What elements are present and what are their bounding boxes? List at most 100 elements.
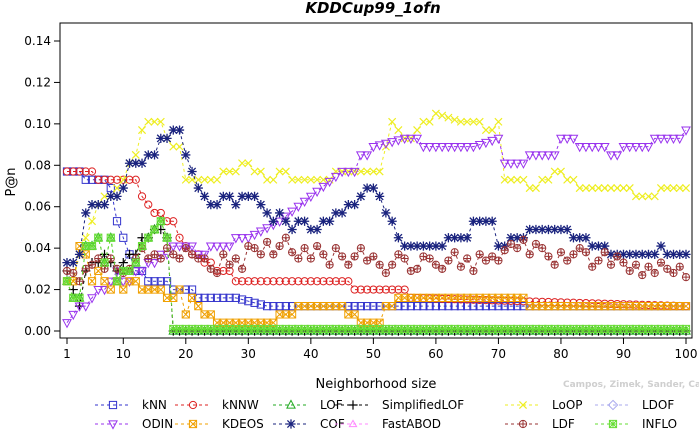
data-point-knn <box>494 302 503 311</box>
series-line-loop <box>67 112 686 282</box>
y-tick-label: 0.14 <box>24 34 51 48</box>
data-point-knnw <box>144 200 153 209</box>
data-point-cof <box>393 233 403 243</box>
data-point-ldf <box>94 254 103 263</box>
data-point-knn <box>144 277 153 286</box>
data-point-loop <box>588 184 597 193</box>
x-tick-label: 90 <box>616 347 631 361</box>
data-point-loop <box>531 184 540 193</box>
data-point-loop <box>306 175 315 184</box>
data-point-kdeos <box>156 285 165 294</box>
data-point-kdeos <box>350 310 359 319</box>
data-point-cof <box>650 249 660 259</box>
data-point-cof <box>237 191 247 201</box>
data-point-knn <box>500 302 509 311</box>
data-point-ldf <box>569 250 578 259</box>
y-tick-label: 0.00 <box>24 324 51 338</box>
data-point-loop <box>594 184 603 193</box>
data-point-loop <box>138 126 147 135</box>
data-point-inflo <box>131 258 140 267</box>
data-point-loop <box>231 167 240 176</box>
data-point-ldf <box>600 248 609 257</box>
data-point-knn <box>475 302 484 311</box>
data-point-cof <box>425 241 435 251</box>
data-point-odin <box>405 134 416 145</box>
data-point-odin <box>643 143 654 153</box>
data-point-loop <box>681 184 691 193</box>
data-point-odin <box>255 227 266 237</box>
data-point-loop <box>269 175 278 184</box>
data-point-knnw <box>75 167 84 176</box>
data-point-ldf <box>525 250 534 259</box>
data-point-knnw <box>531 297 541 306</box>
data-point-knn <box>169 285 178 294</box>
data-point-loop <box>281 167 290 176</box>
data-point-ldf <box>181 244 190 253</box>
data-point-kdeos <box>187 293 197 302</box>
data-point-knn <box>413 302 422 311</box>
data-point-cof <box>281 216 291 226</box>
data-point-knn <box>119 233 128 242</box>
data-point-knn <box>488 302 497 311</box>
data-point-ldf <box>269 250 278 259</box>
data-point-loop <box>625 184 634 193</box>
series-cof <box>62 125 691 268</box>
data-point-inflo <box>681 324 691 334</box>
data-point-ldf <box>650 268 659 278</box>
data-point-knnw <box>137 192 147 201</box>
y-axis-label: P@n <box>4 167 19 196</box>
data-point-knn <box>231 293 240 302</box>
data-point-kdeos <box>87 277 97 286</box>
data-point-loop <box>150 117 159 126</box>
data-point-kdeos <box>287 310 297 319</box>
data-point-loop <box>600 184 609 193</box>
data-point-odin <box>80 302 91 312</box>
data-point-cof <box>249 191 260 201</box>
data-point-loop <box>475 117 484 126</box>
data-point-loop <box>81 233 90 242</box>
data-point-knnw <box>381 285 390 294</box>
data-point-cof <box>131 158 141 168</box>
data-point-ldf <box>669 268 678 278</box>
data-point-cof <box>331 208 341 218</box>
data-point-knn <box>256 300 265 309</box>
data-point-cof <box>287 224 297 235</box>
data-point-knn <box>519 302 528 311</box>
data-point-ldf <box>613 252 622 261</box>
data-point-knn <box>112 217 122 226</box>
data-point-inflo <box>144 233 153 242</box>
data-point-cof <box>206 200 216 210</box>
data-point-cof <box>218 191 228 201</box>
data-point-odin <box>362 151 373 161</box>
data-point-knnw <box>300 277 309 286</box>
data-point-odin <box>387 138 398 148</box>
data-point-knn <box>250 298 259 307</box>
data-point-ldf <box>169 250 178 259</box>
data-point-odin <box>674 134 685 145</box>
data-point-cof <box>543 224 554 235</box>
data-point-loop <box>388 117 397 126</box>
data-point-kdeos <box>338 302 347 311</box>
legend-item-knnw: kNNW <box>175 398 259 412</box>
data-point-knnw <box>319 277 328 286</box>
data-point-cof <box>231 200 241 210</box>
data-point-kdeos <box>388 302 397 311</box>
data-point-odin <box>287 207 298 217</box>
data-point-ldf <box>513 244 522 253</box>
data-point-cof <box>587 241 597 251</box>
data-point-knnw <box>150 208 159 218</box>
data-point-cof <box>274 208 285 218</box>
data-point-loop <box>438 111 447 120</box>
data-point-cof <box>600 241 610 251</box>
data-point-ldf <box>519 235 528 244</box>
data-point-loop <box>525 184 534 193</box>
data-point-cof <box>506 233 516 243</box>
data-point-cof <box>181 150 191 160</box>
series-loop <box>62 109 691 286</box>
data-point-cof <box>156 133 166 143</box>
data-point-loop <box>506 175 515 184</box>
data-point-ldf <box>656 258 666 267</box>
data-point-knn <box>162 277 172 286</box>
data-point-odin <box>62 319 72 329</box>
data-point-loop <box>131 150 140 159</box>
